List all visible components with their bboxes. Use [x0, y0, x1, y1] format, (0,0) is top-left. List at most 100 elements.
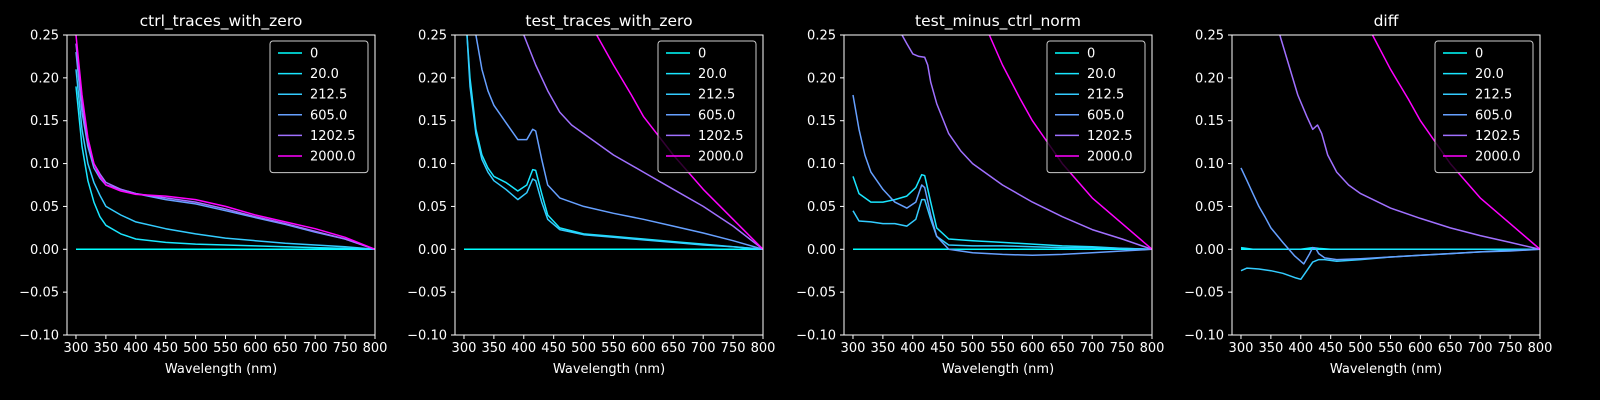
- x-tick-label: 750: [1110, 341, 1135, 356]
- legend-label: 20.0: [1475, 67, 1504, 82]
- x-tick-label: 650: [273, 341, 298, 356]
- y-tick-label: 0.05: [30, 200, 59, 215]
- x-tick-label: 450: [153, 341, 178, 356]
- y-tick-label: 0.00: [1195, 243, 1224, 258]
- y-tick-label: 0.25: [1195, 29, 1224, 44]
- x-tick-label: 600: [1020, 341, 1045, 356]
- series-line-5: [75, 35, 375, 250]
- x-tick-label: 400: [511, 341, 536, 356]
- x-axis-label: Wavelength (nm): [942, 362, 1054, 377]
- y-tick-label: 0.00: [807, 243, 836, 258]
- y-tick-label: −0.10: [19, 329, 59, 344]
- y-tick-label: 0.10: [807, 157, 836, 172]
- chart-panel-3: 300 350 400 450 500 550 600 650 700 750 800 −0.10 −0…: [1184, 12, 1552, 377]
- plot-frame: [66, 34, 376, 336]
- x-tick-label: 500: [1348, 341, 1373, 356]
- legend-label: 20.0: [698, 67, 727, 82]
- series-line-2: [466, 35, 763, 251]
- y-tick-label: 0.20: [807, 71, 836, 86]
- series-line-2: [1240, 248, 1540, 281]
- y-tick-label: −0.05: [19, 286, 59, 301]
- x-tick-label: 500: [571, 341, 596, 356]
- legend-label: 2000.0: [1087, 150, 1133, 165]
- legend-label: 2000.0: [310, 150, 356, 165]
- x-tick-label: 650: [1438, 341, 1463, 356]
- legend-label: 605.0: [310, 108, 347, 123]
- x-axis-label: Wavelength (nm): [1330, 362, 1442, 377]
- legend-label: 212.5: [1087, 88, 1124, 103]
- series-line-4: [523, 35, 763, 250]
- x-tick-label: 700: [1080, 341, 1105, 356]
- legend-label: 0: [1087, 47, 1095, 62]
- x-tick-label: 500: [183, 341, 208, 356]
- x-tick-label: 450: [1318, 341, 1343, 356]
- x-tick-label: 700: [303, 341, 328, 356]
- series-line-2: [852, 198, 1152, 251]
- legend: 0 20.0 212.5 605.0 1202.5 2000.0: [657, 40, 757, 174]
- x-tick-label: 800: [1528, 341, 1553, 356]
- y-tick-label: 0.15: [1195, 114, 1224, 129]
- x-tick-label: 500: [960, 341, 985, 356]
- series-line-3: [475, 35, 763, 251]
- plot-frame: [454, 34, 764, 336]
- x-tick-label: 400: [123, 341, 148, 356]
- y-tick-label: 0.20: [30, 71, 59, 86]
- legend: 0 20.0 212.5 605.0 1202.5 2000.0: [1434, 40, 1534, 174]
- y-tick-label: 0.15: [30, 114, 59, 129]
- series-line-1: [466, 35, 763, 251]
- y-tick-label: 0.25: [807, 29, 836, 44]
- y-tick-label: 0.15: [418, 114, 447, 129]
- legend-label: 0: [310, 47, 318, 62]
- series-line-4: [1279, 35, 1540, 251]
- x-tick-label: 450: [930, 341, 955, 356]
- x-tick-label: 550: [213, 341, 238, 356]
- legend-label: 212.5: [310, 88, 347, 103]
- chart-panel-1: 300 350 400 450 500 550 600 650 700 750 800 −0.10 −0…: [407, 12, 775, 377]
- y-tick-label: 0.00: [418, 243, 447, 258]
- x-tick-label: 550: [990, 341, 1015, 356]
- legend: 0 20.0 212.5 605.0 1202.5 2000.0: [269, 40, 369, 174]
- x-tick-label: 300: [841, 341, 866, 356]
- x-tick-label: 300: [452, 341, 477, 356]
- y-tick-label: 0.20: [418, 71, 447, 86]
- x-tick-label: 800: [1140, 341, 1165, 356]
- x-tick-label: 750: [1498, 341, 1523, 356]
- chart-title: test_traces_with_zero: [525, 12, 692, 31]
- plot-frame: [843, 34, 1153, 336]
- legend-label: 0: [698, 47, 706, 62]
- x-tick-label: 700: [691, 341, 716, 356]
- legend-label: 2000.0: [1475, 150, 1521, 165]
- x-tick-label: 400: [1288, 341, 1313, 356]
- y-tick-label: 0.25: [418, 29, 447, 44]
- x-tick-label: 350: [1258, 341, 1283, 356]
- legend-label: 1202.5: [1475, 129, 1521, 144]
- legend-label: 20.0: [310, 67, 339, 82]
- chart-panel-2: 300 350 400 450 500 550 600 650 700 750 800 −0.10 −0…: [796, 12, 1164, 377]
- y-tick-label: −0.10: [1184, 329, 1224, 344]
- legend-label: 1202.5: [1087, 129, 1133, 144]
- y-tick-label: −0.05: [407, 286, 447, 301]
- series-line-1: [852, 173, 1152, 251]
- series-group: [852, 35, 1152, 257]
- x-tick-label: 550: [1378, 341, 1403, 356]
- x-tick-label: 650: [661, 341, 686, 356]
- y-tick-label: −0.10: [407, 329, 447, 344]
- legend-label: 0: [1475, 47, 1483, 62]
- y-tick-label: −0.10: [796, 329, 836, 344]
- plot-frame: [1231, 34, 1541, 336]
- x-axis-label: Wavelength (nm): [165, 362, 277, 377]
- legend-label: 605.0: [698, 108, 735, 123]
- x-tick-label: 350: [870, 341, 895, 356]
- y-tick-label: 0.10: [418, 157, 447, 172]
- y-tick-label: −0.05: [1184, 286, 1224, 301]
- x-tick-label: 600: [243, 341, 268, 356]
- x-tick-label: 300: [64, 341, 89, 356]
- y-tick-label: 0.10: [1195, 157, 1224, 172]
- y-tick-label: 0.20: [1195, 71, 1224, 86]
- series-line-1: [1240, 246, 1540, 251]
- chart-title: diff: [1374, 12, 1399, 30]
- y-tick-label: 0.15: [807, 114, 836, 129]
- x-tick-label: 400: [900, 341, 925, 356]
- x-tick-label: 700: [1468, 341, 1493, 356]
